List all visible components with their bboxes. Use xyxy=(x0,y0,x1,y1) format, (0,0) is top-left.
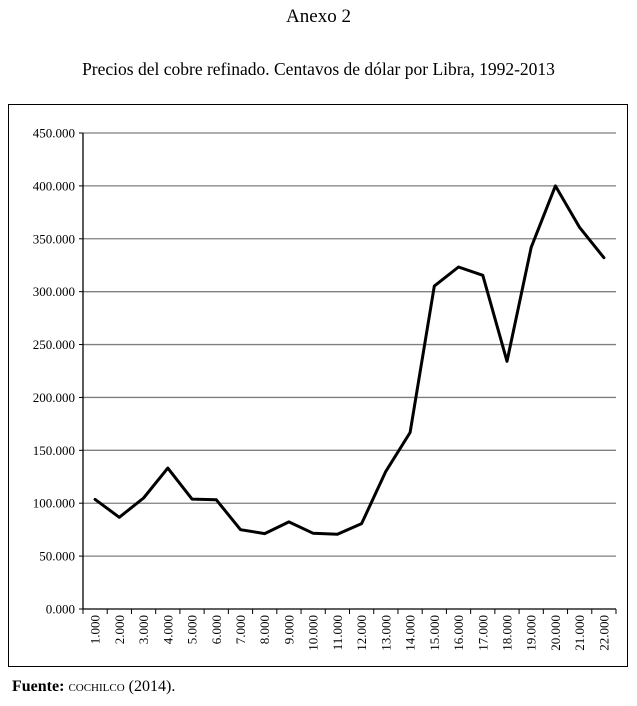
y-tick-label: 0.000 xyxy=(46,602,75,617)
data-point xyxy=(384,470,388,473)
data-point xyxy=(554,184,557,188)
x-tick-label: 7.000 xyxy=(233,615,248,644)
x-tick-label: 3.000 xyxy=(136,615,151,644)
data-point xyxy=(118,516,121,519)
data-point xyxy=(93,498,97,501)
data-point xyxy=(433,284,436,288)
x-tick-label: 17.000 xyxy=(475,615,490,651)
y-tick-label: 450.000 xyxy=(33,126,75,141)
y-tick-label: 300.000 xyxy=(33,284,75,299)
data-point xyxy=(190,497,194,501)
x-tick-label: 2.000 xyxy=(112,615,127,644)
x-tick-label: 22.000 xyxy=(596,615,611,651)
source-year: (2014). xyxy=(128,678,176,695)
data-point xyxy=(287,520,291,524)
data-point xyxy=(457,265,460,269)
x-tick-label: 18.000 xyxy=(499,615,514,651)
y-tick-label: 400.000 xyxy=(33,178,75,193)
source-name: cochilco xyxy=(68,678,125,695)
y-tick-label: 100.000 xyxy=(33,496,75,511)
data-point xyxy=(166,466,169,470)
data-point xyxy=(239,528,242,531)
data-point xyxy=(215,498,218,502)
x-tick-label: 16.000 xyxy=(451,615,466,651)
source-label: Fuente: xyxy=(12,678,65,695)
x-tick-label: 21.000 xyxy=(572,615,587,651)
data-point xyxy=(602,256,606,259)
x-tick-label: 5.000 xyxy=(185,615,200,644)
data-point xyxy=(530,246,533,249)
x-tick-label: 19.000 xyxy=(524,615,539,651)
data-point xyxy=(481,274,484,277)
y-tick-label: 150.000 xyxy=(33,443,75,458)
x-tick-label: 20.000 xyxy=(548,615,563,651)
annex-heading: Anexo 2 xyxy=(286,6,351,27)
y-tick-label: 50.000 xyxy=(39,549,75,564)
x-tick-label: 13.000 xyxy=(378,615,393,651)
y-tick-label: 250.000 xyxy=(33,337,75,352)
data-point xyxy=(336,533,339,536)
x-tick-label: 14.000 xyxy=(403,615,418,651)
x-tick-label: 1.000 xyxy=(88,615,103,644)
data-point xyxy=(360,522,363,525)
x-tick-label: 4.000 xyxy=(160,615,175,644)
y-tick-label: 350.000 xyxy=(33,231,75,246)
chart-frame: 0.000 50.000 100.000 150.000 200.000 250.000 3… xyxy=(8,104,628,667)
chart-title: Precios del cobre refinado. Centavos de … xyxy=(82,59,555,79)
x-tick-label: 6.000 xyxy=(209,615,224,644)
copper-price-line-chart: 0.000 50.000 100.000 150.000 200.000 250.000 3… xyxy=(33,126,617,651)
series-line xyxy=(93,184,606,536)
data-point xyxy=(505,360,509,363)
data-point xyxy=(578,226,581,229)
y-tick-label: 200.000 xyxy=(33,390,75,405)
x-tick-label: 9.000 xyxy=(281,615,296,644)
source-note: Fuente: cochilco (2014). xyxy=(12,678,175,696)
data-point xyxy=(311,532,315,535)
x-tick-label: 10.000 xyxy=(306,615,321,651)
x-tick-label: 8.000 xyxy=(257,615,272,644)
x-tick-label: 11.000 xyxy=(330,615,345,650)
x-tick-label: 15.000 xyxy=(427,615,442,651)
x-tick-label: 12.000 xyxy=(354,615,369,651)
data-point xyxy=(142,496,145,500)
data-point xyxy=(408,431,412,434)
data-point xyxy=(263,532,266,535)
